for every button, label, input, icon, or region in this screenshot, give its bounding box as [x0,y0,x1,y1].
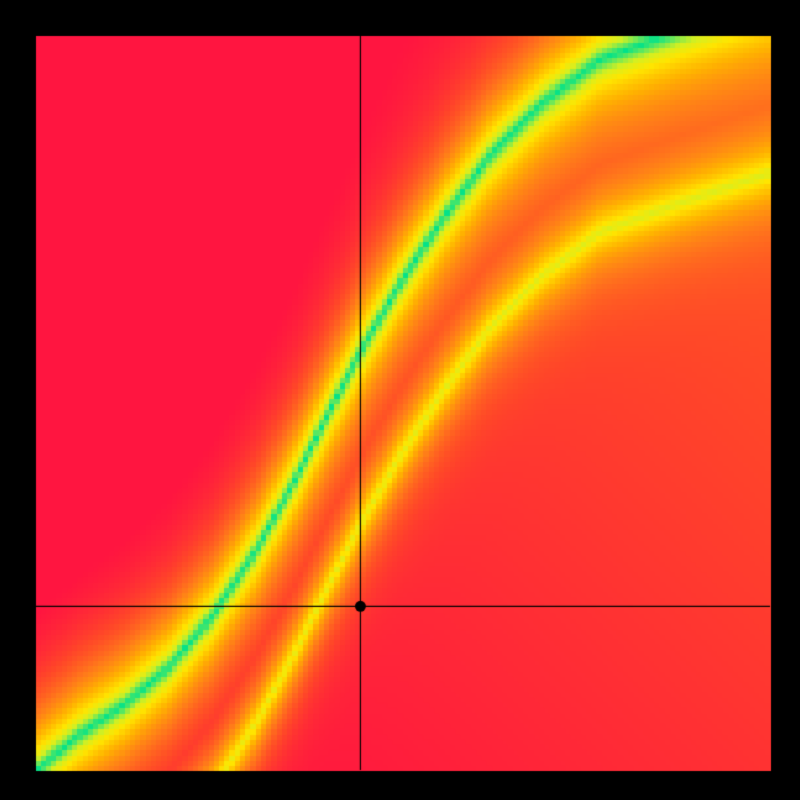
heatmap-canvas [0,0,800,800]
root-container: TheBottleneck.com [0,0,800,800]
